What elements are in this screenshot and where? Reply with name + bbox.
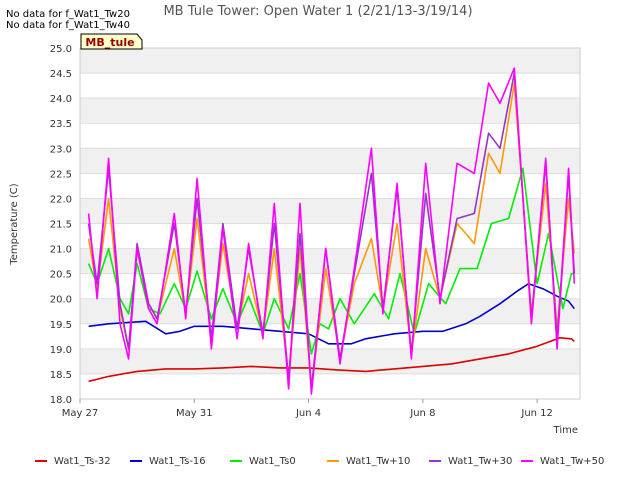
y-tick-label: 23.0 bbox=[50, 144, 72, 155]
x-tick-label: Jun 12 bbox=[520, 408, 553, 419]
y-tick-label: 22.5 bbox=[50, 169, 72, 180]
background-band bbox=[80, 248, 580, 274]
y-tick-label: 22.0 bbox=[50, 194, 72, 205]
background-band bbox=[80, 298, 580, 324]
x-tick-labels: May 27 May 31 Jun 4 Jun 8 Jun 12 bbox=[62, 399, 553, 419]
chart-title: MB Tule Tower: Open Water 1 (2/21/13-3/1… bbox=[163, 4, 472, 19]
site-label: MB_tule bbox=[85, 36, 134, 49]
x-tick-label: Jun 8 bbox=[409, 408, 435, 419]
site-label-box-shape bbox=[80, 33, 143, 50]
y-tick-labels: 18.0 18.5 19.0 19.5 20.0 20.5 21.0 21.5 22.0 22.5… bbox=[50, 44, 72, 406]
legend-label: Wat1_Ts-32 bbox=[54, 456, 111, 467]
y-tick-label: 24.5 bbox=[50, 69, 72, 80]
y-tick-label: 19.5 bbox=[50, 320, 72, 331]
background-band bbox=[80, 98, 580, 124]
y-tick-label: 21.5 bbox=[50, 220, 72, 231]
y-tick-label: 19.0 bbox=[50, 345, 72, 356]
legend-label: Wat1_Tw+50 bbox=[540, 456, 604, 467]
background-band bbox=[80, 48, 580, 74]
site-label-box: MB_tule bbox=[80, 33, 143, 50]
legend: Wat1_Ts-32 Wat1_Ts-16 Wat1_Ts0 Wat1_Tw+10 Wa… bbox=[35, 456, 604, 467]
x-tick-label: Jun 4 bbox=[295, 408, 321, 419]
plot-frame bbox=[79, 47, 581, 400]
series-line-Wat1_Ts-32 bbox=[88, 337, 575, 383]
series-line-Wat1_Ts0 bbox=[87, 167, 575, 355]
no-data-message: No data for f_Wat1_Tw40 bbox=[6, 20, 130, 31]
y-tick-label: 18.0 bbox=[50, 395, 72, 406]
x-tick-label: May 27 bbox=[62, 408, 99, 419]
no-data-message: No data for f_Wat1_Tw20 bbox=[6, 9, 130, 20]
y-axis-label: Temperature (C) bbox=[9, 183, 20, 265]
background-band bbox=[80, 198, 580, 224]
x-tick-label: May 31 bbox=[176, 408, 213, 419]
y-tick-label: 21.0 bbox=[50, 245, 72, 256]
y-tick-label: 20.5 bbox=[50, 270, 72, 281]
background-band bbox=[80, 148, 580, 174]
legend-label: Wat1_Tw+10 bbox=[346, 456, 410, 467]
x-axis-label: Time bbox=[553, 425, 578, 436]
y-tick-label: 25.0 bbox=[50, 44, 72, 55]
background-bands bbox=[80, 48, 580, 374]
legend-label: Wat1_Tw+30 bbox=[448, 456, 512, 467]
y-tick-label: 23.5 bbox=[50, 119, 72, 130]
series-lines bbox=[87, 67, 576, 395]
legend-label: Wat1_Ts0 bbox=[249, 456, 296, 467]
y-tick-label: 18.5 bbox=[50, 370, 72, 381]
y-tick-label: 24.0 bbox=[50, 94, 72, 105]
y-tick-label: 20.0 bbox=[50, 295, 72, 306]
series-line-Wat1_Tw+50 bbox=[87, 67, 576, 395]
legend-label: Wat1_Ts-16 bbox=[149, 456, 206, 467]
